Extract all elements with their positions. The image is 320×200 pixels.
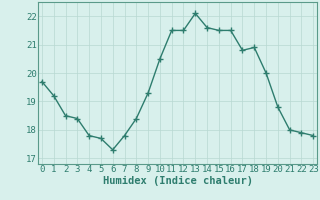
X-axis label: Humidex (Indice chaleur): Humidex (Indice chaleur) [103,176,252,186]
